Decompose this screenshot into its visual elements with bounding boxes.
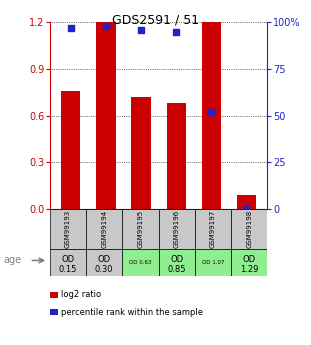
Text: 0.30: 0.30: [95, 265, 114, 274]
Text: log2 ratio: log2 ratio: [61, 290, 101, 299]
Text: GSM99194: GSM99194: [101, 210, 107, 248]
Bar: [231, 249, 267, 276]
Bar: [166, 103, 186, 209]
Bar: [237, 195, 256, 209]
Bar: [202, 22, 221, 209]
Point: [174, 29, 179, 34]
Text: GSM99196: GSM99196: [174, 210, 180, 248]
Bar: [86, 209, 122, 249]
Bar: [50, 209, 86, 249]
Text: OD: OD: [98, 255, 111, 264]
Bar: [195, 249, 231, 276]
Text: OD 0.63: OD 0.63: [129, 260, 152, 265]
Bar: [86, 249, 122, 276]
Point: [244, 206, 249, 211]
Text: age: age: [3, 256, 21, 265]
Bar: [50, 249, 86, 276]
Bar: [195, 209, 231, 249]
Text: 0.85: 0.85: [168, 265, 186, 274]
Text: OD: OD: [243, 255, 256, 264]
Text: OD: OD: [170, 255, 183, 264]
Point: [68, 25, 73, 31]
Text: percentile rank within the sample: percentile rank within the sample: [61, 308, 203, 317]
Text: GSM99193: GSM99193: [65, 210, 71, 248]
Bar: [231, 209, 267, 249]
Text: 1.29: 1.29: [240, 265, 258, 274]
Bar: [159, 249, 195, 276]
Bar: [122, 209, 159, 249]
Text: GDS2591 / 51: GDS2591 / 51: [112, 14, 199, 27]
Text: 0.15: 0.15: [59, 265, 77, 274]
Bar: [122, 249, 159, 276]
Text: OD: OD: [61, 255, 74, 264]
Bar: [132, 97, 151, 209]
Point: [139, 27, 144, 33]
Point: [209, 109, 214, 115]
Text: GSM99198: GSM99198: [246, 210, 252, 248]
Text: GSM99197: GSM99197: [210, 210, 216, 248]
Text: GSM99195: GSM99195: [137, 210, 143, 248]
Bar: [61, 91, 81, 209]
Point: [104, 23, 109, 29]
Bar: [159, 209, 195, 249]
Text: OD 1.07: OD 1.07: [202, 260, 224, 265]
Bar: [96, 22, 116, 209]
